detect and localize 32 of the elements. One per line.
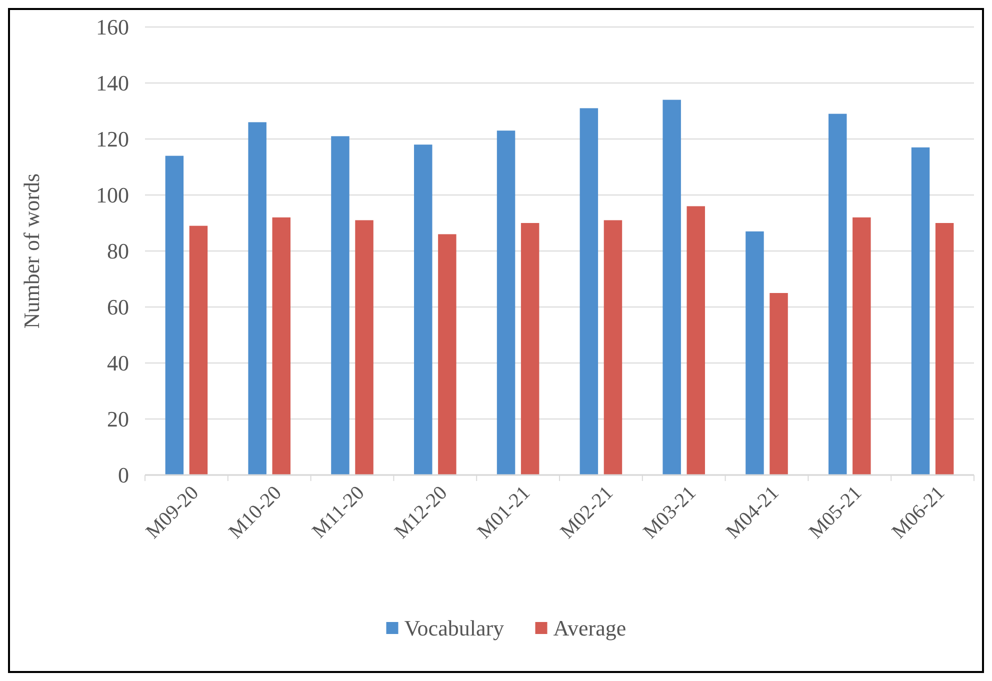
y-tick-label: 0 [118, 462, 129, 488]
bar [662, 100, 681, 475]
legend-label: Vocabulary [404, 616, 504, 641]
bar [189, 226, 208, 475]
bar [165, 156, 184, 475]
bar [496, 130, 516, 475]
y-tick-label: 80 [107, 238, 129, 264]
y-tick-label: 140 [96, 70, 129, 96]
bar [438, 234, 456, 475]
bar [604, 220, 622, 475]
bar [911, 147, 930, 475]
bar [355, 220, 374, 475]
bar [770, 293, 788, 475]
y-tick-label: 40 [107, 350, 129, 376]
y-axis-title: Number of words [19, 173, 44, 329]
bar [580, 108, 598, 475]
bar [520, 223, 540, 475]
bar [935, 223, 954, 475]
bar [852, 217, 871, 475]
y-tick-label: 60 [107, 294, 129, 320]
bar [414, 144, 432, 475]
y-tick-label: 20 [107, 406, 129, 432]
y-tick-label: 160 [96, 14, 129, 40]
y-tick-label: 100 [96, 182, 129, 208]
bar [746, 231, 764, 475]
bar [828, 114, 847, 475]
legend-label: Average [553, 616, 626, 641]
y-tick-label: 120 [96, 126, 129, 152]
bar [686, 206, 705, 475]
bar [331, 136, 350, 475]
bar [248, 122, 266, 475]
bar [272, 217, 290, 475]
